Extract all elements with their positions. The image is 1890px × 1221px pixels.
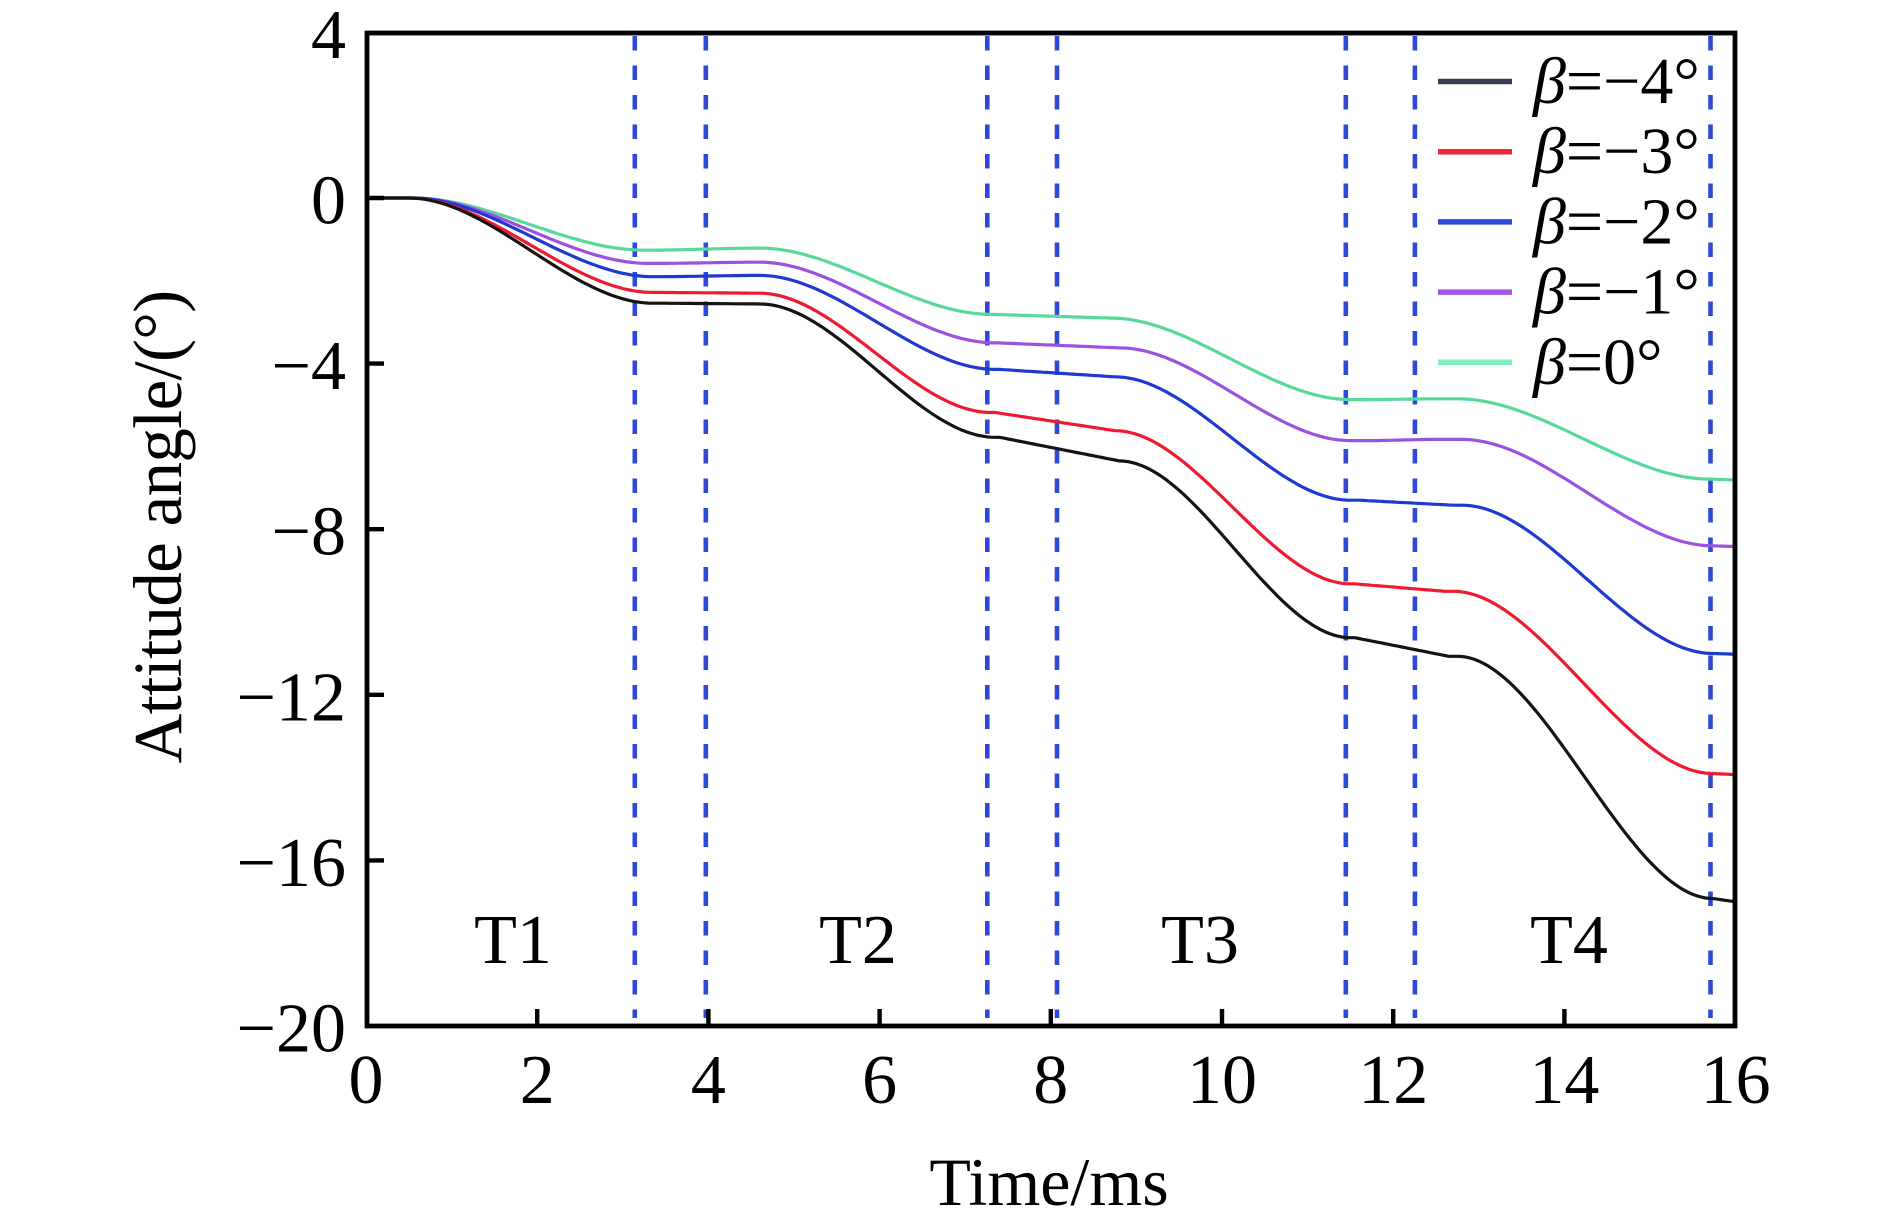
svg-text:T2: T2: [819, 902, 897, 979]
svg-text:0: 0: [349, 1042, 384, 1119]
svg-text:β=−3°: β=−3°: [1531, 115, 1700, 188]
svg-text:−12: −12: [237, 659, 346, 736]
svg-text:4: 4: [311, 0, 346, 74]
svg-text:8: 8: [1033, 1042, 1068, 1119]
svg-text:10: 10: [1187, 1042, 1257, 1119]
svg-text:2: 2: [520, 1042, 555, 1119]
svg-text:−16: −16: [237, 825, 346, 902]
svg-text:0: 0: [311, 163, 346, 240]
svg-text:Attitude angle/(°): Attitude angle/(°): [120, 291, 196, 764]
svg-text:14: 14: [1529, 1042, 1599, 1119]
svg-text:T4: T4: [1530, 902, 1608, 979]
svg-text:−20: −20: [237, 991, 346, 1068]
svg-text:12: 12: [1358, 1042, 1428, 1119]
svg-text:β=−4°: β=−4°: [1531, 45, 1700, 118]
svg-text:−4: −4: [272, 328, 346, 405]
svg-text:β=0°: β=0°: [1531, 326, 1663, 399]
svg-text:Time/ms: Time/ms: [929, 1144, 1168, 1220]
svg-text:6: 6: [862, 1042, 897, 1119]
svg-text:β=−1°: β=−1°: [1531, 256, 1700, 329]
svg-text:β=−2°: β=−2°: [1531, 185, 1700, 258]
svg-text:−8: −8: [272, 494, 346, 571]
svg-text:4: 4: [691, 1042, 726, 1119]
svg-text:T3: T3: [1161, 902, 1239, 979]
svg-text:T1: T1: [474, 902, 552, 979]
svg-text:16: 16: [1701, 1042, 1771, 1119]
